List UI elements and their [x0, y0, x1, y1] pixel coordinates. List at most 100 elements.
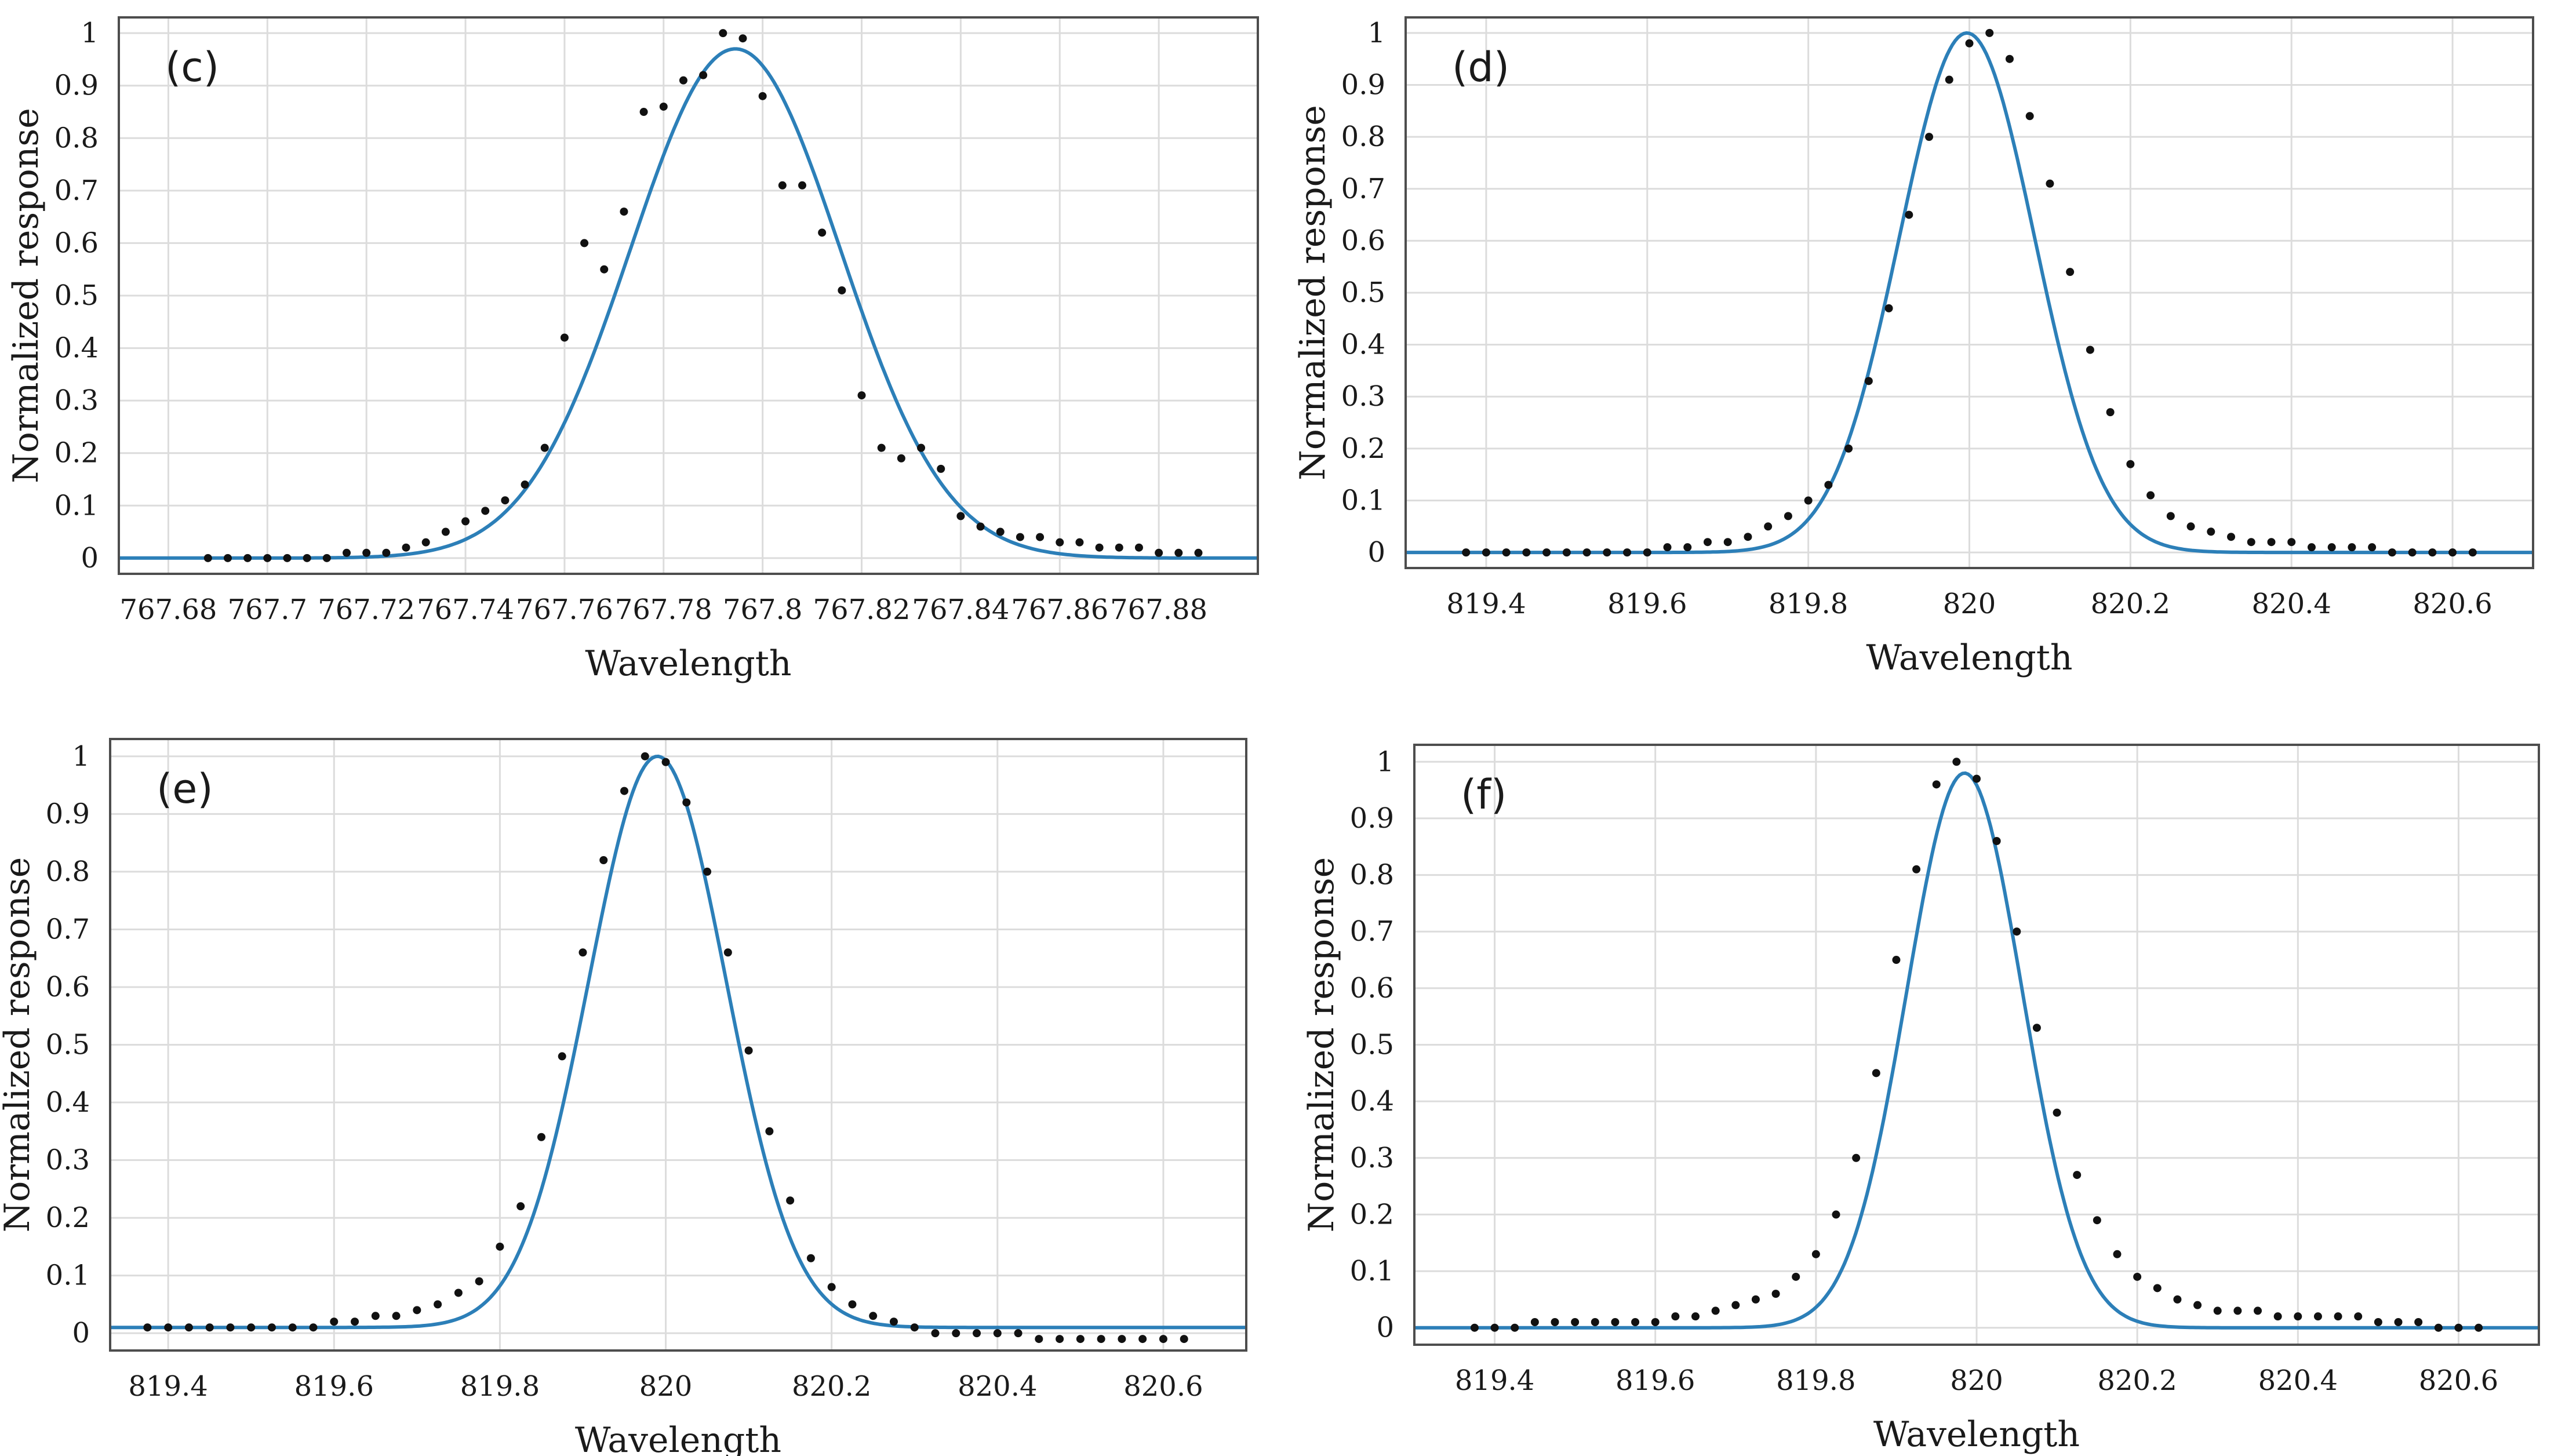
y-tick-label: 0.8 [54, 122, 99, 154]
data-point [1744, 533, 1752, 541]
data-point [540, 443, 549, 452]
data-point [1490, 1323, 1499, 1332]
data-point [496, 1242, 504, 1251]
y-tick-label: 0.6 [1350, 972, 1394, 1004]
y-tick-label: 0.2 [54, 437, 99, 469]
data-point [1470, 1323, 1479, 1332]
data-point [758, 92, 767, 100]
data-point [1603, 548, 1611, 557]
data-point [2348, 543, 2356, 552]
y-tick-label: 0.4 [1350, 1085, 1394, 1118]
data-point [558, 1052, 566, 1061]
data-point [937, 464, 945, 473]
x-tick-label: 820.4 [958, 1370, 1037, 1403]
data-point [1643, 548, 1651, 557]
data-point [1832, 1210, 1840, 1219]
data-point [2032, 1024, 2041, 1032]
data-point [1683, 543, 1692, 552]
data-point [996, 527, 1005, 536]
data-point [897, 454, 905, 463]
data-point [1731, 1301, 1740, 1309]
data-point [1973, 774, 1981, 783]
data-point [1892, 956, 1901, 964]
data-point [1522, 548, 1531, 557]
y-tick-label: 0.2 [1350, 1198, 1394, 1231]
data-point [659, 102, 668, 111]
data-point [869, 1312, 878, 1320]
data-point [1792, 1272, 1800, 1281]
data-point [877, 443, 886, 452]
data-point [226, 1323, 235, 1332]
data-point [2146, 491, 2155, 500]
data-point [1631, 1317, 1640, 1326]
data-point [288, 1323, 297, 1332]
data-point [910, 1323, 919, 1332]
data-point [322, 554, 331, 562]
x-tick-label: 819.8 [460, 1370, 540, 1403]
data-point [1771, 1290, 1780, 1298]
x-tick-label: 820 [1943, 588, 1996, 620]
x-tick-label: 819.4 [128, 1370, 208, 1403]
data-point [1571, 1317, 1580, 1326]
y-tick-label: 1 [81, 17, 99, 49]
data-point [1075, 538, 1084, 547]
data-point [362, 548, 371, 557]
data-point [2313, 1312, 2322, 1321]
data-point [679, 76, 687, 85]
data-point [1056, 538, 1064, 547]
data-point [976, 522, 985, 531]
data-point [203, 554, 212, 562]
y-tick-label: 0.7 [1341, 173, 1385, 205]
y-tick-label: 0 [72, 1317, 90, 1349]
data-point [1155, 548, 1163, 557]
data-point [382, 548, 391, 557]
fit-curve [110, 754, 1246, 1330]
y-tick-label: 0.8 [1341, 121, 1385, 153]
data-point [343, 548, 351, 557]
y-tick-label: 0.2 [46, 1202, 90, 1234]
x-tick-label: 767.86 [1011, 594, 1108, 626]
x-tick-label: 767.76 [516, 594, 613, 626]
plot-frame [1413, 744, 2540, 1346]
data-point [537, 1133, 545, 1141]
x-tick-label: 820.2 [792, 1370, 871, 1403]
data-point [1562, 548, 1571, 557]
data-point [2294, 1312, 2302, 1321]
data-point [1097, 1335, 1105, 1344]
fit-curve [1406, 31, 2533, 555]
y-tick-label: 0.4 [54, 332, 99, 365]
data-point [2186, 522, 2195, 531]
data-point [2053, 1108, 2061, 1117]
data-point [1905, 210, 1913, 219]
data-point [2193, 1301, 2202, 1309]
data-point [421, 538, 430, 547]
data-point [1784, 512, 1792, 520]
y-tick-label: 0.1 [54, 489, 99, 522]
data-point [247, 1323, 256, 1332]
data-point [2408, 548, 2417, 557]
data-point [1651, 1317, 1660, 1326]
data-point [641, 752, 649, 760]
data-point [402, 543, 410, 552]
data-point [1945, 75, 1953, 84]
y-tick-label: 0.1 [1350, 1255, 1394, 1287]
data-point [243, 554, 252, 562]
data-point [1056, 1335, 1064, 1344]
data-point [744, 1046, 753, 1055]
data-point [184, 1323, 193, 1332]
data-point [475, 1277, 483, 1286]
data-point [1174, 548, 1183, 557]
data-point [2254, 1306, 2262, 1315]
data-point [481, 507, 490, 515]
data-point [263, 554, 272, 562]
data-point [1095, 543, 1104, 552]
data-point [2428, 548, 2437, 557]
data-point [1551, 1317, 1559, 1326]
data-point [205, 1323, 214, 1332]
data-point [738, 34, 747, 43]
data-point [1016, 533, 1024, 541]
data-point [1180, 1335, 1188, 1344]
data-point [461, 517, 470, 526]
data-point [1804, 496, 1813, 505]
panel-label: (f) [1461, 771, 1507, 818]
